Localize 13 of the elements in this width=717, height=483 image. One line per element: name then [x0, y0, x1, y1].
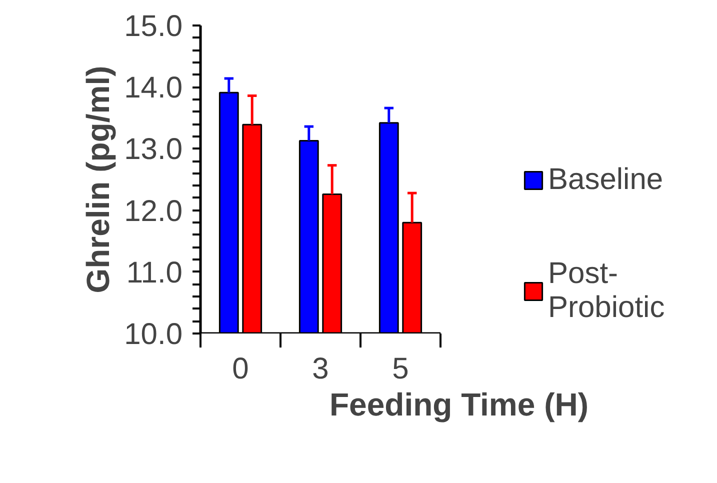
y-tick-label: 15.0	[124, 10, 182, 43]
y-axis-title: Ghrelin (pg/ml)	[80, 66, 116, 294]
legend-label: Post- Probiotic	[548, 257, 665, 325]
legend-label: Baseline	[548, 163, 664, 197]
y-tick-label: 12.0	[124, 194, 182, 228]
x-axis-title: Feeding Time (H)	[330, 386, 588, 422]
y-tick-label: 11.0	[126, 256, 183, 290]
x-tick-label: 5	[392, 352, 409, 386]
y-tick-label: 13.0	[124, 133, 182, 166]
y-tick-label: 14.0	[124, 72, 182, 105]
x-tick-label: 0	[232, 352, 249, 386]
y-tick-label: 10.0	[124, 318, 182, 351]
x-tick-label: 3	[312, 352, 329, 386]
